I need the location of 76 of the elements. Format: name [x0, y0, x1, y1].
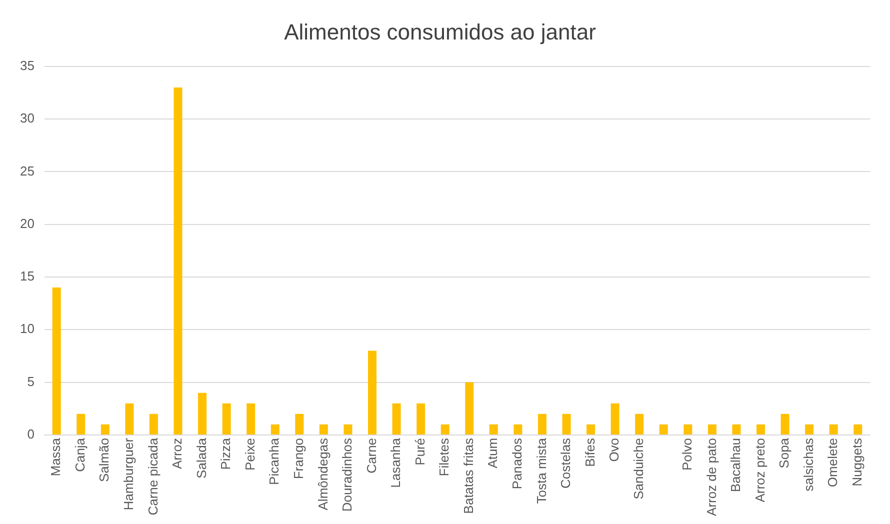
x-tick-label: Salada: [194, 437, 209, 478]
x-tick-label: salsichas: [800, 437, 816, 492]
bar: [295, 414, 304, 434]
bar: [465, 382, 474, 434]
bar: [76, 414, 86, 434]
x-tick-label: Costelas: [558, 437, 574, 489]
bar: [174, 87, 182, 434]
bar: [659, 424, 668, 434]
x-tick-label: Lasanha: [388, 437, 404, 488]
bar: [246, 403, 256, 434]
bar: [635, 414, 644, 434]
x-tick-label: Bacalhau: [728, 438, 744, 492]
bar: [805, 424, 814, 434]
x-tick-label: Canja: [72, 437, 88, 472]
y-tick-label: 15: [20, 268, 34, 284]
x-tick-label: Panados: [510, 437, 525, 490]
x-tick-label: Carne picada: [145, 437, 160, 516]
x-tick-label: Salmão: [96, 438, 112, 482]
bar: [829, 424, 838, 434]
bar: [708, 424, 716, 434]
y-tick-label: 35: [20, 58, 34, 73]
bar: [149, 414, 158, 434]
x-tick-label: Ovo: [606, 438, 622, 462]
bar: [319, 424, 328, 434]
bar: [684, 424, 692, 434]
bar: [854, 424, 862, 434]
bar: [489, 424, 498, 434]
bar: [440, 424, 450, 434]
x-tick-label: Omelete: [825, 438, 840, 488]
bar: [538, 414, 546, 434]
bar: [586, 424, 596, 434]
y-tick-label: 30: [20, 110, 34, 126]
x-tick-label: Puré: [412, 438, 428, 466]
x-tick-label: Filetes: [436, 437, 452, 476]
y-tick-label: 20: [20, 216, 34, 231]
bar: [52, 288, 61, 434]
x-tick-label: Douradinhos: [340, 437, 355, 512]
x-tick-label: Arroz preto: [752, 438, 768, 502]
x-tick-label: Bifes: [582, 437, 598, 467]
bar: [198, 392, 207, 434]
x-tick-label: Atum: [485, 438, 500, 468]
bar: [780, 414, 790, 434]
y-tick-label: 10: [20, 321, 34, 336]
bar: [222, 403, 231, 434]
x-tick-label: Tosta mista: [534, 437, 549, 504]
x-tick-label: Massa: [48, 437, 64, 476]
x-tick-label: Frango: [290, 438, 306, 480]
bar: [610, 403, 620, 434]
bar: [125, 403, 134, 434]
x-tick-label: Hamburguer: [121, 437, 136, 510]
y-tick-label: 5: [27, 374, 34, 389]
x-tick-label: Almôndegas: [315, 437, 330, 510]
bar: [392, 403, 401, 434]
y-tick-label: 25: [20, 163, 34, 178]
bar: [344, 424, 352, 434]
x-tick-label: Arroz: [170, 438, 185, 470]
bar: [368, 350, 376, 434]
x-tick-label: Peixe: [242, 438, 258, 470]
bar: [416, 403, 426, 434]
x-tick-label: Pizza: [218, 437, 234, 470]
bar: [732, 424, 741, 434]
x-tick-label: Picanha: [266, 437, 282, 485]
x-tick-label: Polvo: [679, 438, 694, 470]
y-tick-label: 0: [27, 426, 34, 442]
bar: [270, 424, 280, 434]
chart-title: Alimentos consumidos ao jantar: [284, 19, 596, 44]
x-tick-label: Carne: [364, 438, 379, 474]
x-tick-label: Nuggets: [849, 437, 864, 486]
x-tick-label: Sanduiche: [630, 438, 646, 500]
bar: [514, 424, 522, 434]
bar: [562, 414, 571, 434]
bar: [100, 424, 110, 434]
x-tick-label: Batatas fritas: [460, 437, 476, 514]
bar: [756, 424, 765, 434]
x-tick-label: Sopa: [776, 437, 792, 468]
x-tick-label: Arroz de pato: [704, 438, 719, 516]
